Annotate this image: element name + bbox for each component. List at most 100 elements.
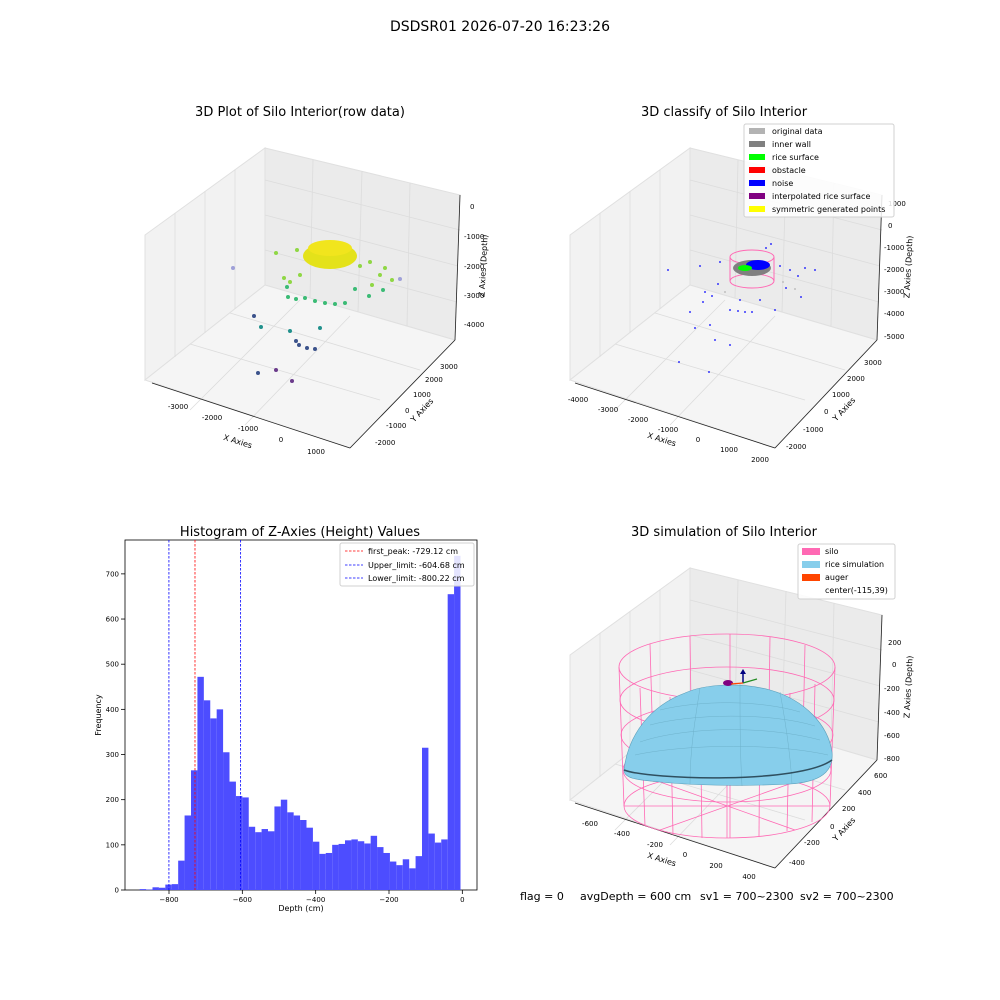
- legend-label-silo: silo: [825, 547, 839, 556]
- histogram-bar: [325, 852, 333, 890]
- histogram-legend-box: [339, 542, 475, 587]
- classify3d-ztick: 1000: [888, 200, 906, 208]
- legend-label-rice-simulation: rice simulation: [825, 560, 884, 569]
- classify3d-xtick: 0: [696, 436, 700, 444]
- raw3d-ylabel: Y Axies: [408, 397, 435, 425]
- classify3d-xtick: -4000: [568, 396, 588, 404]
- sim3d-ztick: -600: [884, 732, 900, 740]
- histogram-bar: [447, 594, 455, 890]
- histogram-x-tick-label: −800: [159, 896, 178, 904]
- raw3d-ztick: -2000: [464, 263, 484, 271]
- histogram-xlabel: Depth (cm): [278, 904, 323, 913]
- sim3d-ztick: 0: [892, 661, 896, 669]
- footer-status: flag = 0 avgDepth = 600 cm sv1 = 700~230…: [520, 890, 894, 903]
- histogram-y-tick-label: 200: [106, 796, 119, 804]
- raw3d-ytick: -2000: [375, 439, 395, 447]
- sim3d-rice-edge-shadow: [623, 759, 833, 779]
- sim3d-xtick: -200: [647, 841, 663, 849]
- sim3d-y-axis-line: [774, 759, 878, 869]
- legend-label-rice-surface: rice surface: [772, 153, 819, 162]
- histogram-title: Histogram of Z-Axies (Height) Values: [180, 525, 420, 540]
- legend-swatch-rice-surface: [749, 154, 765, 160]
- histogram-y-tick-label: 400: [106, 706, 119, 714]
- legend-swatch-original-data: [749, 128, 765, 134]
- classify3d-ztick: -4000: [884, 310, 904, 318]
- footer-flag: flag = 0: [520, 890, 564, 903]
- histogram-y-tick-label: 100: [106, 841, 119, 849]
- histogram-bar: [396, 865, 403, 890]
- classify3d-y-axis-line: [774, 339, 878, 449]
- raw3d-xtick: 0: [279, 436, 283, 444]
- histogram-bar: [210, 718, 217, 890]
- classify3d-rice-surface: [738, 265, 752, 271]
- footer-sv1: sv1 = 700~2300: [700, 890, 794, 903]
- sim3d-xlabel: X Axies: [646, 851, 677, 868]
- histogram-bar: [261, 829, 268, 890]
- histogram-bar: [389, 861, 397, 890]
- histogram-bar: [274, 806, 281, 890]
- raw3d-ytick: 2000: [425, 376, 443, 384]
- histogram-y-tick-label: 700: [106, 570, 119, 578]
- sim3d-ytick: 400: [858, 789, 871, 797]
- histogram-bar: [216, 709, 224, 890]
- histogram-bar: [338, 843, 345, 890]
- sim3d-x-axis-line: [574, 802, 776, 869]
- classify3d-legend-box: [743, 123, 895, 218]
- histogram-bar: [306, 827, 313, 890]
- classify3d-zlabel: Z Axies (Depth): [902, 235, 914, 298]
- raw3d-xlabel: X Axies: [222, 433, 253, 450]
- sim3d-center-marker: [723, 680, 733, 686]
- footer-avg-depth: avgDepth = 600 cm: [580, 890, 691, 903]
- legend-label-inner-wall: inner wall: [772, 140, 811, 149]
- legend-label-center: center(-115,39): [825, 586, 888, 595]
- classify3d-ytick: -2000: [786, 443, 806, 451]
- raw3d-xtick: -2000: [202, 414, 222, 422]
- panel-raw-3d: 3D Plot of Silo Interior(row data) -3000…: [143, 105, 490, 456]
- histogram-bar: [152, 887, 159, 890]
- histogram-bar: [312, 841, 320, 890]
- legend-label-auger: auger: [825, 573, 849, 582]
- sim3d-rice-mesh: [634, 683, 829, 787]
- footer-sv2: sv2 = 700~2300: [800, 890, 894, 903]
- legend-swatch-inner-wall: [749, 141, 765, 147]
- legend-label-symmetric-generated-points: symmetric generated points: [772, 205, 885, 214]
- classify3d-ztick: 0: [888, 222, 892, 230]
- histogram-bar: [370, 835, 378, 890]
- histogram-x-ticks: −800 −600 −400 −200 0: [159, 890, 465, 904]
- raw3d-ztick: -3000: [464, 292, 484, 300]
- sim3d-ytick: -400: [789, 859, 805, 867]
- legend-label-original-data: original data: [772, 127, 823, 136]
- classify3d-ytick: 0: [824, 408, 828, 416]
- histogram-bar: [242, 797, 249, 890]
- classify3d-xtick: -2000: [628, 416, 648, 424]
- histogram-bar: [377, 847, 384, 890]
- histogram-reference-lines: [168, 540, 242, 890]
- histogram-y-tick-label: 600: [106, 616, 119, 624]
- sim3d-title: 3D simulation of Silo Interior: [631, 525, 818, 540]
- histogram-bar: [178, 860, 185, 890]
- sim3d-ztick: 200: [888, 639, 901, 647]
- histogram-bar: [197, 676, 204, 890]
- legend-label-upper-limit: Upper_limit: -604.68 cm: [368, 561, 465, 570]
- legend-swatch-auger: [802, 574, 820, 581]
- histogram-bar: [422, 747, 429, 890]
- legend-label-noise: noise: [772, 179, 793, 188]
- classify3d-ytick: 3000: [864, 359, 882, 367]
- classify3d-xtick: -3000: [598, 406, 618, 414]
- classify3d-x-axis-line: [574, 382, 776, 449]
- legend-label-interpolated-rice-surface: interpolated rice surface: [772, 192, 870, 201]
- sim3d-ytick: 200: [842, 805, 855, 813]
- sim3d-xtick: -400: [614, 830, 630, 838]
- classify3d-title: 3D classify of Silo Interior: [641, 105, 808, 120]
- histogram-bar: [203, 700, 211, 890]
- raw3d-z-axis-line: [454, 194, 461, 341]
- histogram-bar: [165, 884, 172, 890]
- sim3d-ytick: 600: [874, 772, 887, 780]
- histogram-bar: [332, 844, 339, 890]
- classify3d-xtick: -1000: [658, 426, 678, 434]
- histogram-y-tick-label: 500: [106, 661, 119, 669]
- histogram-bar: [139, 889, 147, 890]
- sim3d-auger-axis-z-arrow: [740, 669, 746, 674]
- histogram-bar: [300, 820, 307, 890]
